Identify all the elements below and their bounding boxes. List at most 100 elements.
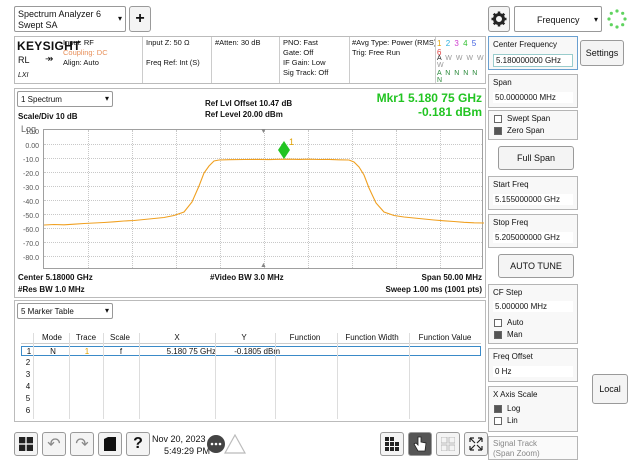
marker-amp-readout: -0.181 dBm — [417, 105, 482, 119]
center-frequency-value[interactable]: 5.180000000 GHz — [493, 54, 573, 67]
graticule[interactable]: 1 ▼ ▲ — [43, 128, 484, 269]
col-function-value: Function Value — [418, 333, 472, 342]
trace-num-4: 4 — [463, 39, 469, 48]
center-frequency-key[interactable]: Center Frequency 5.180000000 GHz — [488, 36, 578, 70]
local-button[interactable]: Local — [592, 374, 628, 404]
window-select[interactable]: 1 Spectrum ▾ — [17, 91, 113, 107]
y-axis-labels: 10.0 0.00 -10.0 -20.0 -30.0 -40.0 -50.0 … — [15, 129, 39, 273]
grid-layout-icon — [441, 437, 455, 451]
undo-icon: ↶ — [47, 436, 61, 453]
table-grid-lines — [409, 333, 410, 419]
marker-1-diamond[interactable] — [277, 140, 291, 160]
trace-type-3: W — [455, 55, 464, 62]
file-button[interactable] — [98, 432, 122, 456]
radio-swept-icon — [494, 115, 502, 123]
y-label: -80.0 — [23, 255, 39, 262]
col-mode: Mode — [41, 333, 62, 342]
table-row[interactable]: 2 — [21, 358, 481, 368]
log-label: Log — [21, 124, 37, 134]
y-label: -60.0 — [23, 227, 39, 234]
stop-freq-key[interactable]: Stop Freq 5.205000000 GHz — [488, 214, 578, 248]
video-bw-label: #Video BW 3.0 MHz — [210, 273, 284, 282]
y-label: 10.0 — [25, 129, 39, 136]
freq-offset-value[interactable]: 0 Hz — [493, 366, 573, 377]
if-gain-info: IF Gain: Low — [283, 58, 326, 67]
table-row[interactable]: 1 N 1 f 5.180 75 GHz -0.1805 dBm — [21, 346, 481, 356]
trace-type-1: A — [437, 55, 443, 62]
col-scale: Scale — [109, 333, 130, 342]
table-row[interactable]: 4 — [21, 382, 481, 392]
radio-auto-icon — [494, 319, 502, 327]
settings-tab[interactable]: Settings — [580, 40, 624, 66]
ref-level-label: Ref Level 20.00 dBm — [205, 110, 283, 119]
expand-arrows-icon — [469, 437, 483, 451]
auto-label: Auto — [507, 318, 524, 327]
span-value[interactable]: 50.0000000 MHz — [493, 92, 573, 103]
x-axis-scale-key[interactable]: X Axis Scale Log Lin — [488, 386, 578, 432]
start-freq-value[interactable]: 5.155000000 GHz — [493, 194, 573, 205]
signal-track-key[interactable]: Signal Track (Span Zoom) — [488, 436, 578, 460]
trace-num-1: 1 — [437, 39, 443, 48]
table-window-select[interactable]: 5 Marker Table ▾ — [17, 303, 113, 319]
spectrum-window[interactable]: 1 Spectrum ▾ Scale/Div 10 dB Log Ref Lvl… — [14, 88, 486, 298]
radio-lin-icon — [494, 417, 502, 425]
start-freq-key[interactable]: Start Freq 5.155000000 GHz — [488, 176, 578, 210]
trace-num-2: 2 — [445, 39, 452, 48]
auto-tune-button[interactable]: AUTO TUNE — [498, 254, 574, 278]
full-span-button[interactable]: Full Span — [498, 146, 574, 170]
table-row[interactable]: 5 — [21, 394, 481, 404]
ref-offset-label: Ref Lvl Offset 10.47 dB — [205, 99, 293, 108]
row-num: 5 — [25, 394, 31, 403]
cf-step-value[interactable]: 5.000000 MHz — [493, 301, 573, 312]
trace-num-5: 5 — [471, 39, 478, 48]
chevron-down-icon: ▾ — [104, 94, 109, 103]
info-divider — [211, 37, 212, 83]
windows-start-button[interactable] — [14, 432, 38, 456]
table-row[interactable]: 6 — [21, 406, 481, 416]
trace-type-6: W — [437, 62, 445, 69]
touch-mode-button[interactable] — [408, 432, 432, 456]
warning-icon[interactable] — [223, 433, 247, 454]
radio-zero-icon — [494, 127, 502, 135]
undo-button[interactable]: ↶ — [42, 432, 66, 456]
freq-offset-key[interactable]: Freq Offset 0 Hz — [488, 348, 578, 382]
trace-detectors: A N N N N N — [437, 70, 485, 84]
span-label: Span 50.00 MHz — [421, 273, 482, 282]
align-info: Align: Auto — [63, 58, 99, 67]
center-tick-top: ▼ — [260, 128, 267, 135]
message-icon[interactable] — [206, 434, 226, 454]
redo-button[interactable]: ↷ — [70, 432, 94, 456]
touch-keypad-button[interactable] — [380, 432, 404, 456]
y-label: -40.0 — [23, 199, 39, 206]
y-label: 0.00 — [25, 143, 39, 150]
window-layout-button[interactable] — [436, 432, 460, 456]
man-label: Man — [507, 330, 523, 339]
help-button[interactable]: ? — [126, 432, 150, 456]
row-num: 6 — [25, 406, 31, 415]
row-num: 4 — [25, 382, 31, 391]
row-x: 5.180 75 GHz — [166, 347, 216, 356]
lin-label: Lin — [507, 416, 518, 425]
table-window-select-label: 5 Marker Table — [21, 307, 74, 316]
start-freq-label: Start Freq — [493, 180, 529, 189]
swept-zero-span-key[interactable]: Swept Span Zero Span — [488, 110, 578, 140]
col-function-width: Function Width — [345, 333, 399, 342]
y-label: -70.0 — [23, 241, 39, 248]
table-row[interactable]: 3 — [21, 370, 481, 380]
settings-gear-button[interactable] — [488, 6, 510, 32]
menu-select[interactable]: Frequency ▾ — [514, 6, 602, 32]
y-label: -30.0 — [23, 185, 39, 192]
fullscreen-button[interactable] — [464, 432, 488, 456]
table-grid-lines — [139, 333, 140, 419]
table-grid-lines — [33, 333, 34, 419]
trace-det-5: N — [472, 70, 479, 77]
cf-step-key[interactable]: CF Step 5.000000 MHz Auto Man — [488, 284, 578, 344]
softkey-panel: Center Frequency 5.180000000 GHz Span 50… — [488, 36, 578, 460]
add-mode-button[interactable]: + — [129, 6, 151, 32]
span-key[interactable]: Span 50.0000000 MHz — [488, 74, 578, 108]
marker-table-window[interactable]: 5 Marker Table ▾ Mode Trace Scale X Y Fu… — [14, 300, 486, 422]
rl-indicator: RL — [18, 55, 30, 65]
x-axis-scale-label: X Axis Scale — [493, 390, 538, 399]
mode-select[interactable]: Spectrum Analyzer 6 Swept SA ▾ — [14, 6, 126, 32]
stop-freq-value[interactable]: 5.205000000 GHz — [493, 232, 573, 243]
